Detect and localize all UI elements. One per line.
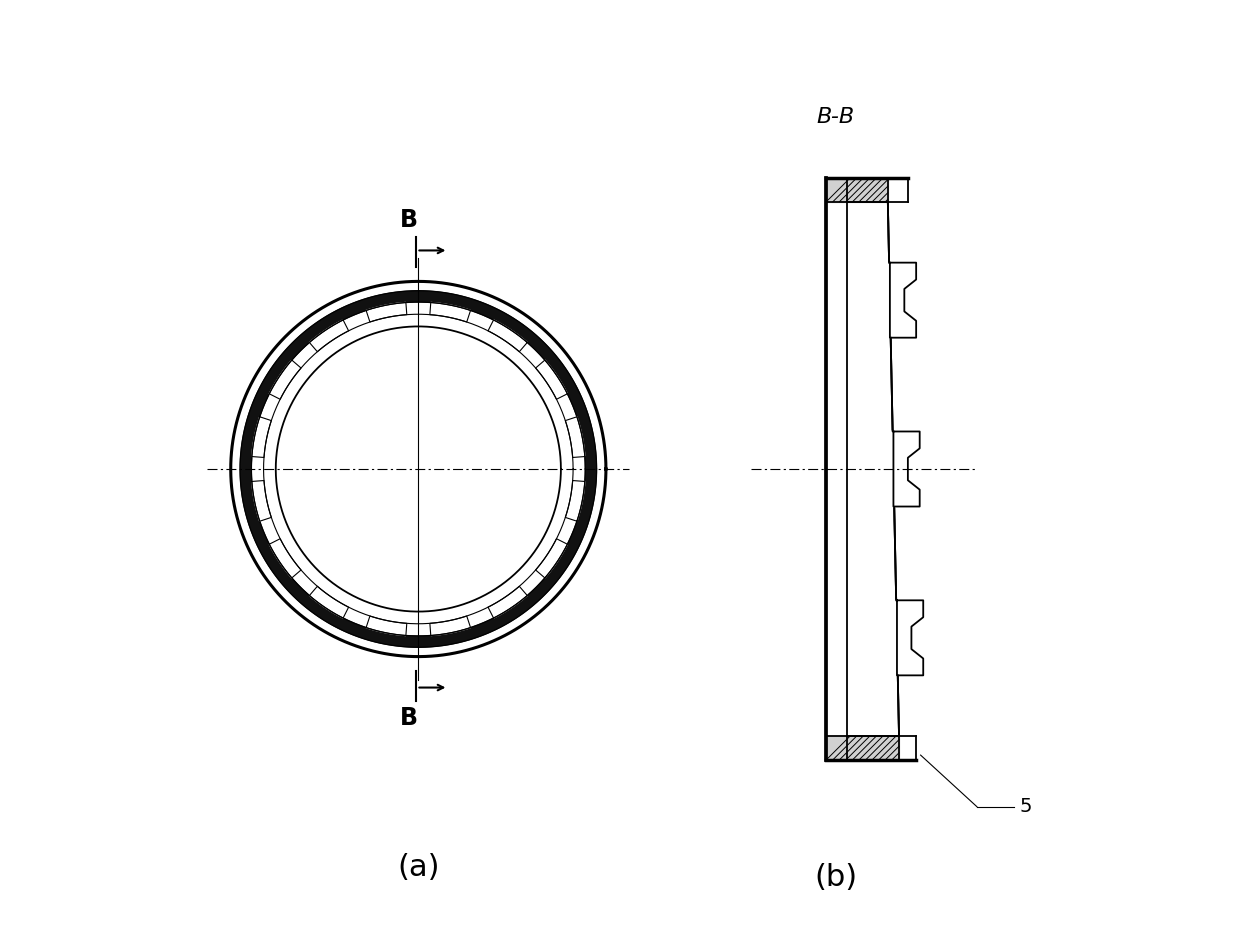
Polygon shape [890, 263, 916, 338]
Polygon shape [252, 480, 272, 522]
Text: B: B [401, 207, 418, 232]
Text: (b): (b) [815, 863, 857, 892]
Polygon shape [366, 302, 407, 322]
Polygon shape [565, 480, 585, 522]
Polygon shape [897, 600, 924, 675]
Polygon shape [430, 302, 470, 322]
Polygon shape [536, 360, 568, 400]
Text: B: B [401, 706, 418, 731]
Polygon shape [310, 320, 348, 352]
Polygon shape [489, 586, 527, 618]
Polygon shape [252, 416, 272, 458]
Polygon shape [847, 202, 899, 736]
Polygon shape [826, 178, 888, 202]
Polygon shape [826, 736, 899, 760]
Polygon shape [565, 416, 585, 458]
Polygon shape [366, 616, 407, 636]
Polygon shape [536, 538, 568, 578]
Polygon shape [241, 291, 596, 647]
Polygon shape [310, 586, 348, 618]
Polygon shape [269, 538, 301, 578]
Text: 5: 5 [1019, 797, 1032, 816]
Text: (a): (a) [397, 853, 439, 882]
Text: B-B: B-B [817, 107, 854, 127]
Polygon shape [894, 431, 920, 507]
Polygon shape [269, 360, 301, 400]
Polygon shape [489, 320, 527, 352]
Polygon shape [430, 616, 470, 636]
